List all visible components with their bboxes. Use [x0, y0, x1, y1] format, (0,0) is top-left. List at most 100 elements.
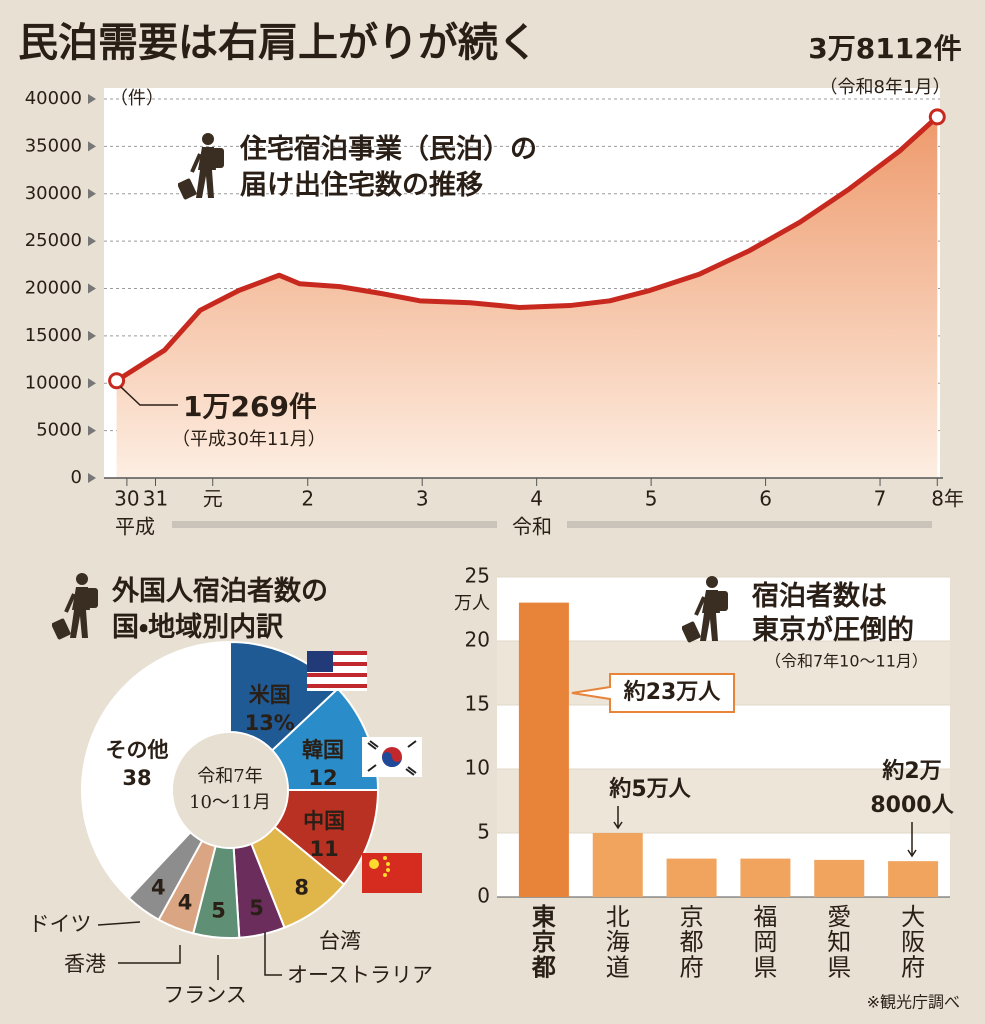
slice-name: 香港 [64, 952, 106, 976]
slice-value: 5 [249, 896, 264, 920]
slice-name: フランス [163, 983, 247, 1007]
bar [814, 859, 865, 897]
leader [118, 945, 181, 964]
band [497, 769, 950, 833]
page-title: 民泊需要は右肩上がりが続く [18, 20, 538, 66]
x-tick-label: 5 [645, 487, 658, 511]
center-label: 令和7年 10～11月 [189, 766, 271, 813]
end-point [928, 108, 946, 126]
point-note: （平成30年11月） [172, 429, 326, 450]
slice-value: 4 [178, 890, 193, 914]
y-tick-label: 35000 [25, 135, 82, 156]
pie-center [173, 733, 287, 847]
slice-value: 4 [151, 876, 166, 900]
line [115, 115, 939, 383]
x-tick-label: 2 [301, 487, 314, 511]
band [497, 833, 950, 897]
arrow [907, 822, 917, 858]
leader [264, 932, 282, 976]
leader [120, 386, 178, 406]
y-tick-marker [88, 236, 96, 247]
slice-name: その他 [106, 738, 169, 762]
chart-title: 住宅宿泊事業（民泊）の届け出住宅数の推移 [239, 133, 537, 201]
y-tick-label: 5000 [36, 420, 82, 441]
y-tick-label: 5 [477, 820, 490, 844]
flag-kr [362, 737, 422, 777]
x-tick-label: 6 [759, 487, 772, 511]
callout [571, 673, 735, 713]
chart-title: 宿泊者数は東京が圧倒的 [751, 581, 914, 646]
slice-name: オーストラリア [287, 963, 433, 987]
y-tick-marker [88, 425, 96, 436]
x-group-label: 平成 [115, 515, 155, 539]
slice-name: 韓国 [302, 738, 344, 762]
y-tick-marker [88, 330, 96, 341]
arrow [613, 806, 623, 830]
x-tick-label: 元 [203, 487, 223, 511]
slice-name: 米国 [249, 683, 291, 707]
y-tick-label: 30000 [25, 183, 82, 204]
slice-name: 台湾 [319, 929, 361, 953]
y-tick-marker [88, 473, 96, 483]
y-tick-label: 25000 [25, 230, 82, 251]
x-group-bar [567, 521, 932, 528]
y-tick-label: 25 [465, 564, 490, 588]
charts: 0 5000 10000 15000 20000 25000 30000 35000 40000… [25, 32, 964, 1007]
y-unit: （件） [110, 88, 164, 109]
value-label: 約23万人 [623, 679, 722, 705]
y-tick-label: 10000 [25, 372, 82, 393]
slice [81, 640, 231, 900]
x-tick-label: 北海道 [606, 903, 630, 981]
x-tick-label: 3 [416, 487, 429, 511]
x-tick-label: 4 [530, 487, 543, 511]
flag-cn [362, 853, 422, 893]
bar [518, 602, 569, 897]
bar [740, 858, 791, 897]
slice-name: 中国 [303, 809, 345, 833]
x-tick-label: 30 [114, 487, 139, 511]
leader [97, 921, 141, 926]
area [116, 116, 938, 479]
y-tick-label: 15 [465, 692, 490, 716]
y-tick-label: 20000 [25, 278, 82, 299]
value-label: 1万269件 [183, 390, 317, 423]
y-tick-label: 40000 [25, 88, 82, 109]
end-point [108, 372, 126, 390]
bar [888, 861, 939, 897]
slice-name: ドイツ [29, 912, 92, 936]
slice-value: 38 [122, 766, 151, 790]
y-tick-marker [88, 94, 96, 104]
x-tick-label: 京都府 [680, 903, 704, 981]
slice-value: 12 [308, 766, 337, 790]
chart-title: 外国人宿泊者数の国・地域別内訳 [111, 576, 328, 643]
y-tick-marker [88, 283, 96, 294]
value-label: 3万8112件 [808, 32, 961, 65]
y-tick-label: 0 [477, 884, 490, 908]
x-tick-label: 8年 [931, 487, 964, 511]
y-tick-marker [88, 378, 96, 389]
value-label: 約2万 8000人 [870, 758, 954, 818]
x-tick-label: 大阪府 [901, 903, 925, 981]
y-tick-marker [88, 188, 96, 199]
slice-value: 5 [211, 898, 226, 922]
x-tick-label: 愛知県 [827, 903, 851, 981]
x-group-label: 令和 [512, 515, 552, 539]
y-tick-marker [88, 141, 96, 152]
bar [666, 858, 717, 897]
x-tick-label: 東京都 [531, 903, 556, 981]
value-label: 約5万人 [608, 776, 691, 802]
source: ※観光庁調べ [867, 993, 960, 1012]
y-tick-label: 10 [465, 756, 490, 780]
x-tick-label: 7 [874, 487, 887, 511]
y-tick-label: 20 [465, 628, 490, 652]
band [497, 705, 950, 769]
chart-subtitle: （令和7年10～11月） [765, 652, 928, 671]
slice-value: 8 [294, 876, 309, 900]
y-tick-label: 0 [71, 467, 82, 488]
x-tick-label: 31 [143, 487, 168, 511]
point-note: （令和8年1月） [820, 77, 951, 98]
slice-value: 11 [309, 837, 338, 861]
slice-value: 13% [245, 711, 295, 735]
x-tick-label: 福岡県 [753, 903, 777, 981]
